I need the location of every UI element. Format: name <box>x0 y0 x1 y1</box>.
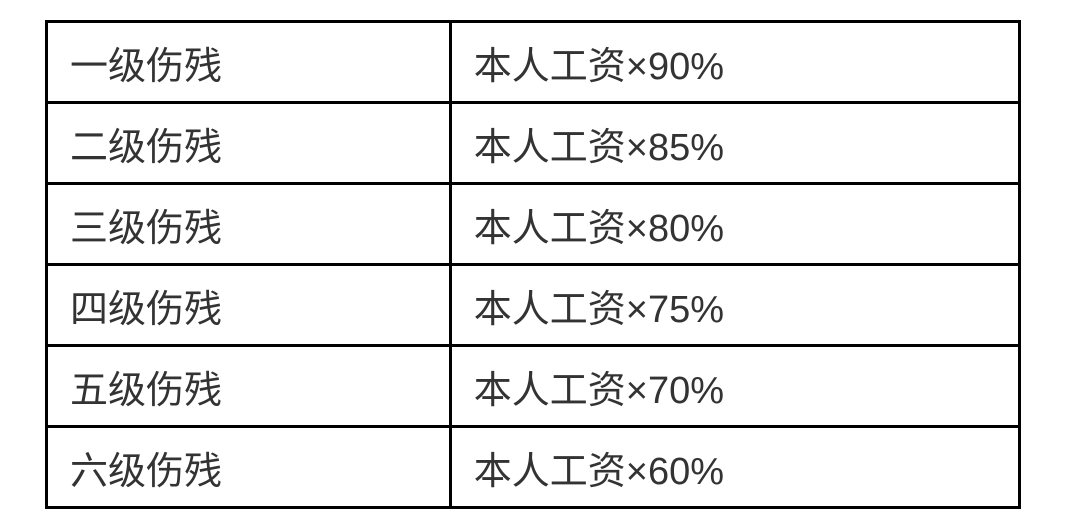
disability-level-cell: 三级伤残 <box>47 184 451 265</box>
disability-level-cell: 一级伤残 <box>47 22 451 103</box>
compensation-formula-cell: 本人工资×70% <box>450 346 1019 427</box>
disability-compensation-table-wrapper: 一级伤残 本人工资×90% 二级伤残 本人工资×85% 三级伤残 本人工资×80… <box>45 20 1021 509</box>
table-row: 一级伤残 本人工资×90% <box>47 22 1020 103</box>
table-row: 四级伤残 本人工资×75% <box>47 265 1020 346</box>
compensation-formula-cell: 本人工资×85% <box>450 103 1019 184</box>
disability-level-cell: 四级伤残 <box>47 265 451 346</box>
compensation-formula-cell: 本人工资×60% <box>450 427 1019 508</box>
compensation-formula-cell: 本人工资×80% <box>450 184 1019 265</box>
disability-compensation-table: 一级伤残 本人工资×90% 二级伤残 本人工资×85% 三级伤残 本人工资×80… <box>45 20 1021 509</box>
disability-level-cell: 五级伤残 <box>47 346 451 427</box>
table-row: 五级伤残 本人工资×70% <box>47 346 1020 427</box>
disability-level-cell: 六级伤残 <box>47 427 451 508</box>
table-row: 二级伤残 本人工资×85% <box>47 103 1020 184</box>
table-row: 三级伤残 本人工资×80% <box>47 184 1020 265</box>
disability-level-cell: 二级伤残 <box>47 103 451 184</box>
compensation-formula-cell: 本人工资×90% <box>450 22 1019 103</box>
table-row: 六级伤残 本人工资×60% <box>47 427 1020 508</box>
compensation-formula-cell: 本人工资×75% <box>450 265 1019 346</box>
